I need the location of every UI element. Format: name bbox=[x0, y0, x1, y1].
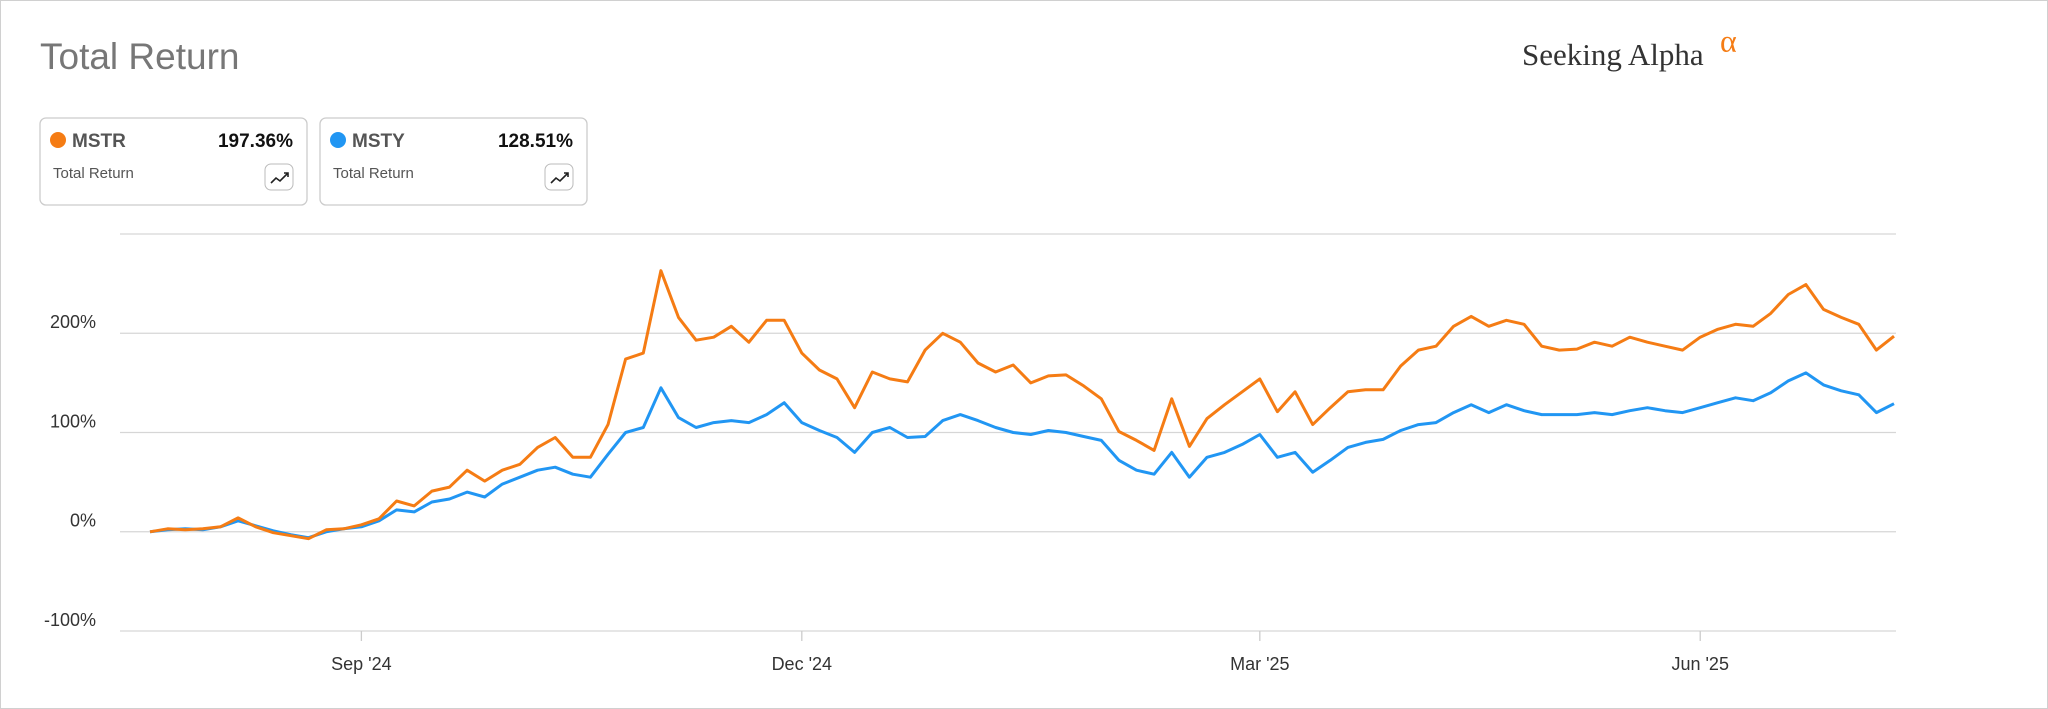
line-series bbox=[149, 269, 1895, 541]
chart-toggle[interactable] bbox=[544, 163, 574, 191]
y-tick-label: -100% bbox=[44, 610, 96, 630]
x-tick-label: Mar '25 bbox=[1230, 654, 1289, 674]
legend-name: MSTY bbox=[352, 131, 405, 152]
chart-title: Total Return bbox=[40, 36, 240, 77]
legend-value: 197.36% bbox=[218, 131, 293, 152]
legend-value: 128.51% bbox=[498, 131, 573, 152]
legend-card[interactable] bbox=[39, 117, 308, 206]
legend-card[interactable] bbox=[319, 117, 588, 206]
legend-dot bbox=[330, 132, 346, 148]
legend-dot bbox=[50, 132, 66, 148]
y-tick-label: 200% bbox=[50, 312, 96, 332]
legend-caption: Total Return bbox=[53, 165, 134, 182]
legend-name: MSTR bbox=[72, 131, 126, 152]
x-tick-label: Sep '24 bbox=[331, 654, 392, 674]
x-tick-label: Jun '25 bbox=[1671, 654, 1728, 674]
chart-icon bbox=[270, 172, 289, 184]
brand-mark: α bbox=[1720, 22, 1737, 58]
chart-icon bbox=[550, 172, 569, 184]
x-tick-label: Dec '24 bbox=[772, 654, 832, 674]
legend-caption: Total Return bbox=[333, 165, 414, 182]
line-series bbox=[149, 371, 1895, 540]
y-tick-label: 0% bbox=[70, 511, 96, 531]
chart-toggle[interactable] bbox=[264, 163, 294, 191]
y-tick-label: 100% bbox=[50, 411, 96, 431]
brand-name: Seeking Alpha bbox=[1522, 37, 1704, 72]
